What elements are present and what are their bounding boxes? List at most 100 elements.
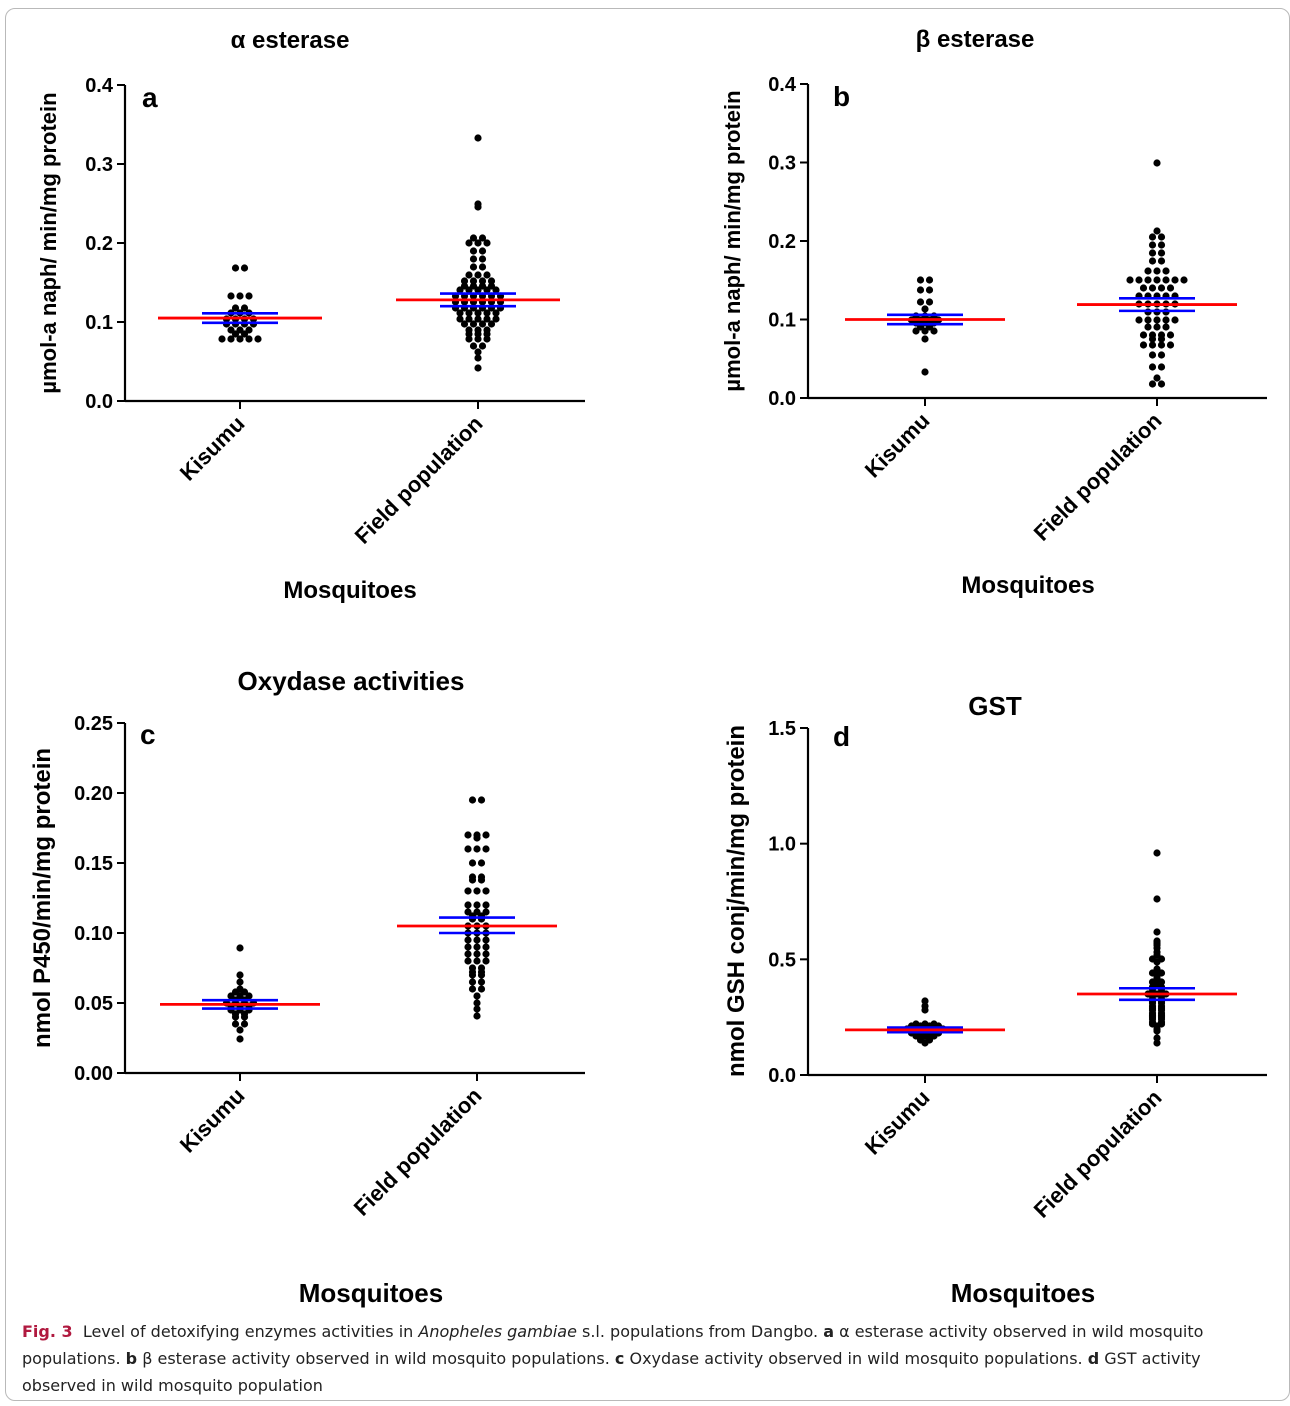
x-axis-label: Mosquitoes (951, 1278, 1095, 1308)
data-point (916, 298, 925, 306)
data-point (925, 286, 934, 294)
x-category-label: Kisumu (175, 1083, 250, 1158)
data-point (473, 901, 481, 909)
data-point (240, 1020, 249, 1028)
chart-title: Oxydase activities (238, 666, 465, 696)
data-point (1157, 380, 1166, 388)
data-point (474, 239, 482, 247)
panel-label: b (833, 81, 850, 112)
data-point (464, 936, 472, 944)
data-point (483, 335, 491, 343)
y-tick-label: 0.0 (85, 391, 113, 413)
data-point (473, 887, 481, 895)
data-point (1162, 267, 1170, 275)
data-point (478, 255, 487, 263)
data-point (1148, 363, 1157, 371)
data-point (460, 320, 469, 328)
data-point (925, 276, 934, 284)
panel-label: c (140, 719, 156, 750)
data-point (477, 985, 486, 993)
data-point (1153, 323, 1161, 331)
data-point (477, 876, 486, 884)
data-point (921, 1006, 929, 1014)
data-point (921, 327, 929, 335)
data-point (482, 957, 490, 965)
data-point (469, 234, 478, 242)
x-axis-label: Mosquitoes (299, 1278, 443, 1308)
data-point (916, 276, 925, 284)
data-point (477, 971, 486, 979)
data-point (473, 957, 481, 965)
data-point (465, 239, 473, 247)
data-point (1148, 380, 1157, 388)
y-tick-label: 0.25 (74, 713, 113, 735)
data-point (1153, 895, 1161, 903)
x-category-label: Kisumu (175, 411, 250, 486)
y-tick-label: 0.00 (74, 1063, 113, 1085)
data-point (1139, 341, 1148, 349)
data-point (1135, 316, 1143, 324)
data-point (474, 203, 482, 211)
data-point (236, 944, 244, 952)
data-point (1148, 233, 1157, 241)
data-point (1153, 374, 1161, 382)
y-tick-label: 0.10 (74, 923, 113, 945)
y-axis-label: µmol-a naph/ min/mg protein (36, 92, 61, 393)
data-point (474, 315, 482, 323)
data-point (240, 330, 249, 338)
data-point (1153, 227, 1161, 235)
data-point (1153, 276, 1161, 284)
data-point (227, 335, 235, 343)
data-point (469, 255, 478, 263)
data-point (473, 834, 481, 842)
y-tick-label: 0.0 (768, 388, 796, 410)
y-tick-label: 0.4 (768, 74, 797, 96)
data-point (1135, 276, 1143, 284)
data-point (1171, 316, 1179, 324)
data-point (474, 330, 482, 338)
data-point (464, 957, 472, 965)
data-point (468, 978, 477, 986)
data-point (473, 992, 481, 1000)
data-point (236, 292, 244, 300)
caption-text-2: s.l. populations from Dangbo. (576, 1322, 824, 1341)
data-point (473, 936, 481, 944)
data-point (464, 845, 472, 853)
data-point (218, 335, 226, 343)
caption-species: Anopheles gambiae (418, 1322, 577, 1341)
data-point (473, 1012, 481, 1020)
data-point (236, 1026, 244, 1034)
x-category-label: Field population (1029, 1085, 1167, 1223)
data-point (465, 315, 473, 323)
x-category-label: Field population (1029, 408, 1167, 546)
data-point (912, 327, 920, 335)
data-point (1166, 341, 1175, 349)
data-point (1162, 276, 1170, 284)
data-point (1144, 316, 1152, 324)
data-point (1157, 249, 1166, 257)
y-tick-label: 0.1 (768, 310, 796, 332)
data-point (487, 277, 496, 285)
data-point (473, 845, 481, 853)
data-point (483, 309, 491, 317)
caption-b-label: b (125, 1349, 138, 1368)
y-tick-label: 0.15 (74, 853, 113, 875)
data-point (469, 342, 478, 350)
x-axis-label: Mosquitoes (961, 572, 1094, 599)
data-point (483, 271, 491, 279)
y-tick-label: 0.2 (768, 231, 796, 253)
figure-panels: α esterase a 0.0 0.1 0.2 0.3 0.4 µmol-a naph/ m… (29, 26, 1267, 1308)
data-point (492, 309, 500, 317)
x-axis-label: Mosquitoes (283, 577, 416, 604)
data-point (1171, 276, 1179, 284)
data-point (483, 239, 491, 247)
data-point (921, 335, 929, 343)
data-point (468, 796, 477, 804)
data-point (487, 320, 496, 328)
panel-a: α esterase a 0.0 0.1 0.2 0.3 0.4 µmol-a naph/ m… (36, 27, 585, 604)
data-point (483, 315, 491, 323)
data-point (231, 1020, 240, 1028)
data-point (473, 950, 481, 958)
data-point (1153, 1039, 1161, 1047)
data-point (482, 831, 490, 839)
